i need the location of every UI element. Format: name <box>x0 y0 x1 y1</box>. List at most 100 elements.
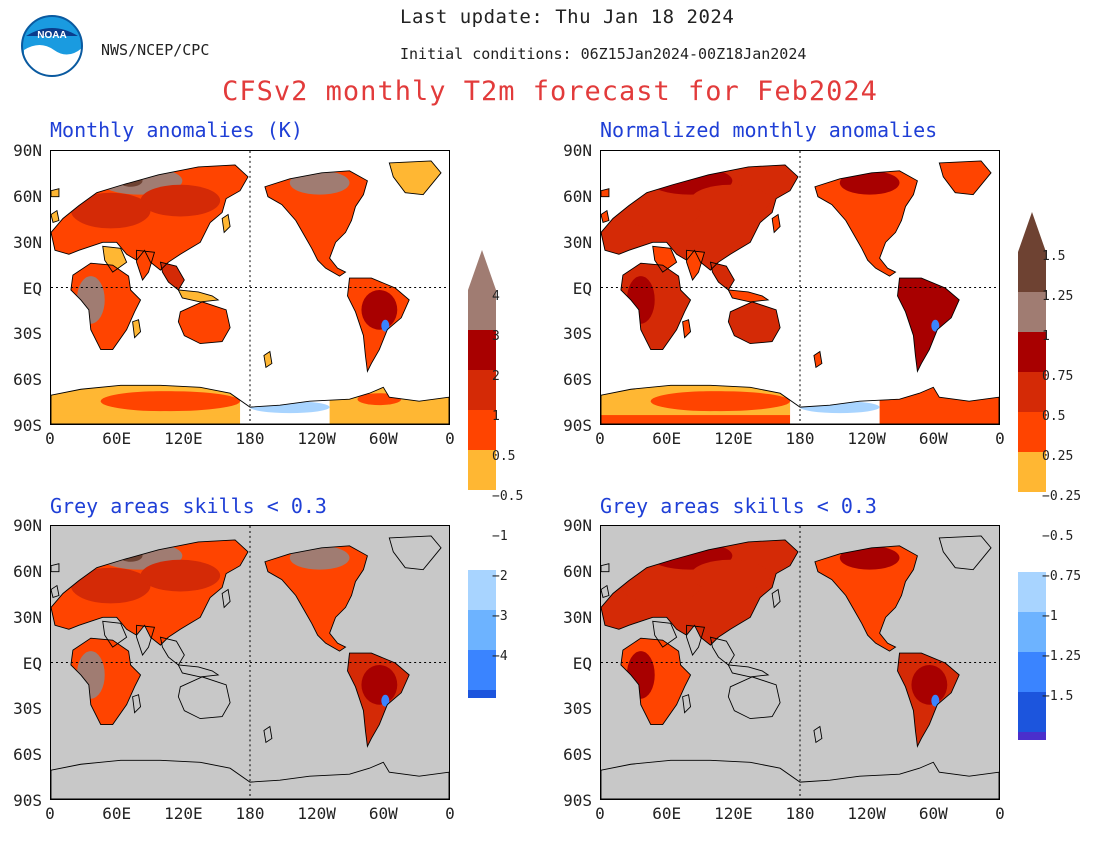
lon-label: 120W <box>847 429 886 448</box>
lat-label: 90N <box>13 141 42 160</box>
anomaly-region <box>686 250 705 281</box>
land-greenland <box>389 160 442 195</box>
anomaly-region <box>140 184 221 217</box>
colorbar-label: −1 <box>1042 609 1058 624</box>
coastline <box>136 624 156 657</box>
colorbar-segment <box>1018 612 1046 652</box>
lat-label: 90S <box>563 416 592 435</box>
lon-label: 120W <box>297 429 336 448</box>
colorbar-segment <box>468 410 496 450</box>
anomaly-region <box>178 301 231 344</box>
coastline <box>221 213 231 234</box>
colorbar-segment <box>468 370 496 410</box>
coastline <box>102 245 128 273</box>
coastline <box>682 319 692 339</box>
lat-label: 30N <box>13 232 42 252</box>
coastline <box>177 676 231 720</box>
colorbar-label: 0.5 <box>1042 409 1066 424</box>
coastline <box>601 563 610 573</box>
coastline <box>652 620 678 648</box>
coastline <box>601 584 610 599</box>
colorbar-segment <box>1018 692 1046 732</box>
coastline <box>727 664 770 678</box>
page-title: CFSv2 monthly T2m forecast for Feb2024 <box>222 76 878 107</box>
coastline <box>102 620 128 648</box>
anomaly-region <box>814 170 918 277</box>
lon-label: 120E <box>164 429 203 448</box>
coastline <box>388 160 442 196</box>
initial-conditions-text: Initial conditions: 06Z15Jan2024-00Z18Ja… <box>400 45 807 63</box>
lat-label: 30N <box>563 607 592 627</box>
anomaly-region <box>264 170 368 277</box>
colorbar-label: −0.5 <box>492 489 524 504</box>
anomaly-region <box>839 170 900 195</box>
lon-label: 60W <box>918 429 948 448</box>
coastline <box>601 384 999 424</box>
colorbar-label: −0.75 <box>1042 569 1082 584</box>
cool-region <box>381 319 390 332</box>
anomaly-region <box>620 567 701 604</box>
world-map-normalized <box>601 151 999 424</box>
land-seasia <box>710 637 735 665</box>
coastline <box>264 545 368 652</box>
lon-label: 180 <box>785 804 815 823</box>
anomaly-region <box>100 391 241 412</box>
colorbar-label: −3 <box>492 609 508 624</box>
lon-label: 180 <box>235 429 265 448</box>
coastline <box>727 301 781 345</box>
colorbar-segment <box>468 330 496 370</box>
coastline <box>221 588 231 609</box>
anomaly-region <box>264 545 368 652</box>
coastline <box>136 249 156 282</box>
colorbar-segment <box>468 570 496 610</box>
lon-label: 0 <box>445 804 455 823</box>
coastline <box>814 545 918 652</box>
coastline <box>813 725 823 744</box>
coastline <box>51 759 449 799</box>
coastline <box>686 249 706 282</box>
lon-label: 0 <box>445 429 455 448</box>
world-map-anomalies <box>51 151 449 424</box>
colorbar-label: −2 <box>492 569 508 584</box>
svg-text:NOAA: NOAA <box>37 30 66 41</box>
coastline <box>652 245 678 273</box>
panel-title-skill-anomalies: Grey areas skills < 0.3 <box>50 494 327 518</box>
lon-label: 60E <box>102 804 132 823</box>
coastline <box>177 301 231 345</box>
lon-label: 60W <box>368 429 398 448</box>
lon-label: 60W <box>368 804 398 823</box>
land-newzealand <box>813 726 822 743</box>
colorbar-label: −0.25 <box>1042 489 1082 504</box>
lat-label: 30S <box>13 699 42 719</box>
lat-label: 90S <box>13 791 42 810</box>
lon-label: 0 <box>995 429 1005 448</box>
lon-label: 180 <box>235 804 265 823</box>
coastline <box>51 563 60 573</box>
world-map-skill-normalized <box>601 526 999 799</box>
lat-label: 30S <box>563 699 592 719</box>
coastline <box>814 170 918 277</box>
panel-title-anomalies: Monthly anomalies (K) <box>50 118 303 142</box>
lat-label: 60S <box>563 370 592 390</box>
coastline <box>264 170 368 277</box>
lon-label: 0 <box>595 804 605 823</box>
land-iceland <box>51 563 59 572</box>
lon-label: 180 <box>785 429 815 448</box>
coastline <box>51 164 249 271</box>
lat-label: 60S <box>13 370 42 390</box>
colorbar-label: 3 <box>492 329 500 344</box>
land-greenland <box>389 535 442 570</box>
coastline <box>347 652 410 748</box>
anomaly-region <box>690 559 771 592</box>
colorbar-label: 4 <box>492 289 500 304</box>
lat-label: 90S <box>563 791 592 810</box>
colorbar-segment-neutral <box>468 490 496 570</box>
coastline <box>51 584 60 599</box>
lat-label: 30N <box>13 607 42 627</box>
panel-title-skill-normalized: Grey areas skills < 0.3 <box>600 494 877 518</box>
colorbar-label: 0.75 <box>1042 369 1074 384</box>
coastline <box>51 539 249 646</box>
land-greenland <box>939 160 992 195</box>
coastline <box>938 535 992 571</box>
coastline <box>727 289 770 303</box>
